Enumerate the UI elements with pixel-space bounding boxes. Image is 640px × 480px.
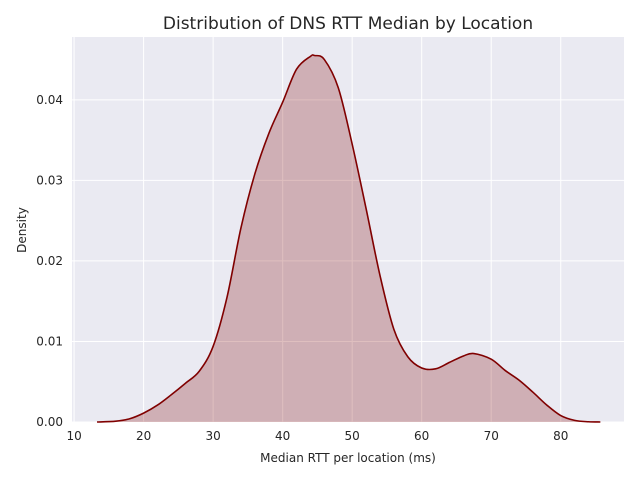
x-tick-label: 10 xyxy=(66,429,81,443)
density-curve xyxy=(96,54,601,423)
x-tick-label: 70 xyxy=(484,429,499,443)
plot-area xyxy=(72,37,624,422)
chart-title: Distribution of DNS RTT Median by Locati… xyxy=(163,14,533,34)
x-axis-label: Median RTT per location (ms) xyxy=(260,451,436,465)
x-tick-label: 20 xyxy=(136,429,151,443)
density-area-fill xyxy=(97,54,601,422)
x-tick-label: 80 xyxy=(553,429,568,443)
y-tick-label: 0.02 xyxy=(36,254,63,268)
x-tick-label: 50 xyxy=(345,429,360,443)
y-tick-label: 0.00 xyxy=(36,415,63,429)
x-tick-label: 40 xyxy=(275,429,290,443)
x-tick-label: 60 xyxy=(414,429,429,443)
y-tick-label: 0.03 xyxy=(36,173,63,187)
y-tick-label: 0.04 xyxy=(36,93,63,107)
x-axis-ticks: 10 20 30 40 50 60 70 80 xyxy=(66,429,568,443)
y-axis-ticks: 0.00 0.01 0.02 0.03 0.04 xyxy=(36,93,63,429)
y-axis-label: Density xyxy=(15,207,29,253)
density-series xyxy=(96,54,601,423)
x-tick-label: 30 xyxy=(205,429,220,443)
gridlines xyxy=(72,37,624,423)
y-tick-label: 0.01 xyxy=(36,334,63,348)
